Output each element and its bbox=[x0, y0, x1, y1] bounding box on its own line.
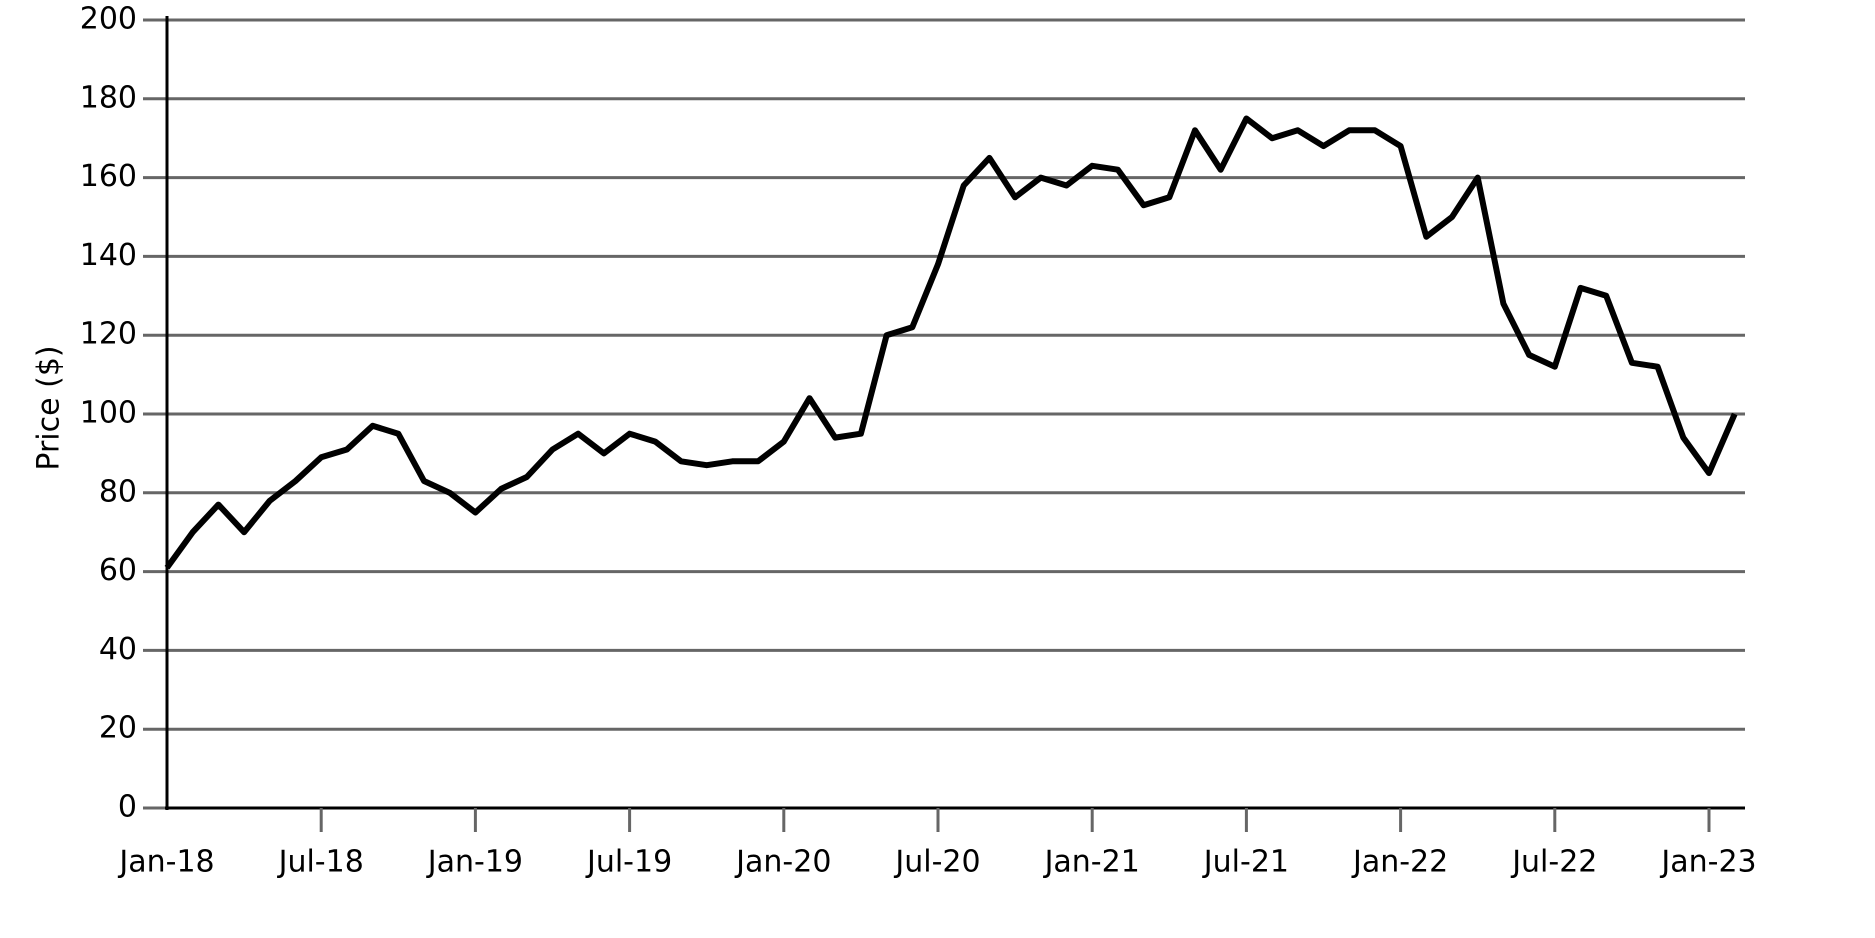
y-tick-label: 200 bbox=[80, 2, 137, 37]
y-tick-label: 100 bbox=[80, 396, 137, 431]
y-tick-label: 180 bbox=[80, 80, 137, 115]
x-tick-label: Jan-18 bbox=[117, 845, 214, 880]
y-tick-label: 80 bbox=[99, 474, 137, 509]
x-tick-label: Jan-21 bbox=[1043, 845, 1140, 880]
x-tick-label: Jan-19 bbox=[426, 845, 523, 880]
y-tick-label: 0 bbox=[118, 790, 137, 825]
y-tick-label: 40 bbox=[99, 632, 137, 667]
y-tick-label: 160 bbox=[80, 159, 137, 194]
x-tick-label: Jul-20 bbox=[893, 845, 980, 880]
y-tick-label: 120 bbox=[80, 317, 137, 352]
x-tick-label: Jul-22 bbox=[1510, 845, 1597, 880]
y-tick-label: 20 bbox=[99, 711, 137, 746]
x-tick-label: Jul-18 bbox=[277, 845, 364, 880]
y-axis-label: Price ($) bbox=[32, 345, 67, 470]
x-tick-label: Jul-21 bbox=[1202, 845, 1289, 880]
x-tick-label: Jan-22 bbox=[1351, 845, 1448, 880]
y-tick-label: 60 bbox=[99, 553, 137, 588]
price-line bbox=[164, 115, 1738, 570]
y-tick-label: 140 bbox=[80, 238, 137, 273]
x-tick-label: Jul-19 bbox=[585, 845, 672, 880]
x-tick-label: Jan-20 bbox=[734, 845, 831, 880]
x-tick-label: Jan-23 bbox=[1659, 845, 1756, 880]
